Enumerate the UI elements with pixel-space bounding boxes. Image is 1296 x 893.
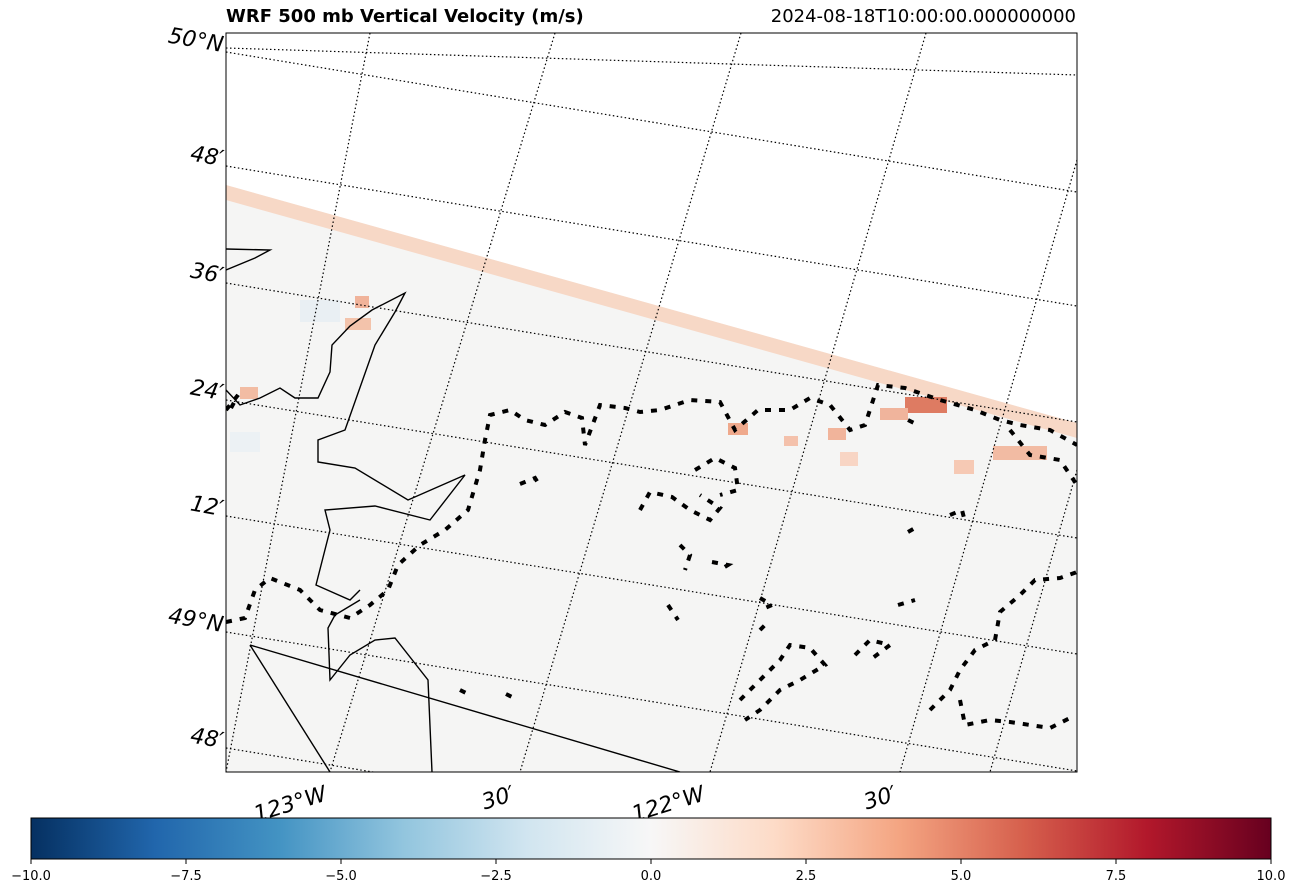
colorbar-tick-label: 2.5 xyxy=(796,869,817,884)
edge-band xyxy=(226,185,1077,438)
map-frame xyxy=(225,32,1078,773)
colorbar-ticks: −10.0 −7.5 −5.0 −2.5 0.0 2.5 5.0 7.5 10.0 xyxy=(11,859,1285,884)
lon-label: 30′ xyxy=(479,782,518,816)
lat-label: 48′ xyxy=(188,724,225,754)
contour-lines xyxy=(226,382,1077,731)
lat-label: 50°N xyxy=(166,24,225,58)
map-title: WRF 500 mb Vertical Velocity (m/s) xyxy=(226,6,584,27)
colorbar-tick-label: 7.5 xyxy=(1106,869,1127,884)
velocity-patches xyxy=(230,296,1047,474)
colorbar-tick-label: −5.0 xyxy=(325,869,357,884)
colorbar-gradient xyxy=(30,817,1272,860)
latitude-labels: 50°N 48′ 36′ 24′ 12′ 49°N 48′ xyxy=(166,24,225,754)
data-domain xyxy=(226,185,1077,772)
colorbar-tick-label: 0.0 xyxy=(641,869,662,884)
colorbar-tick-label: −2.5 xyxy=(480,869,512,884)
colorbar: −10.0 −7.5 −5.0 −2.5 0.0 2.5 5.0 7.5 10.0 xyxy=(11,817,1285,884)
colorbar-tick-label: −7.5 xyxy=(170,869,202,884)
colorbar-tick-label: 10.0 xyxy=(1257,869,1286,884)
map-timestamp: 2024-08-18T10:00:00.000000000 xyxy=(770,6,1076,27)
lat-label: 36′ xyxy=(188,259,225,289)
lon-label: 30′ xyxy=(861,782,900,816)
lat-label: 48′ xyxy=(188,142,225,172)
map-area xyxy=(226,33,1077,772)
lat-label: 24′ xyxy=(188,376,225,406)
colorbar-tick-label: 5.0 xyxy=(951,869,972,884)
coastlines xyxy=(226,248,681,772)
colorbar-tick-label: −10.0 xyxy=(11,869,51,884)
lat-label: 12′ xyxy=(188,492,225,522)
lat-label: 49°N xyxy=(166,604,225,638)
